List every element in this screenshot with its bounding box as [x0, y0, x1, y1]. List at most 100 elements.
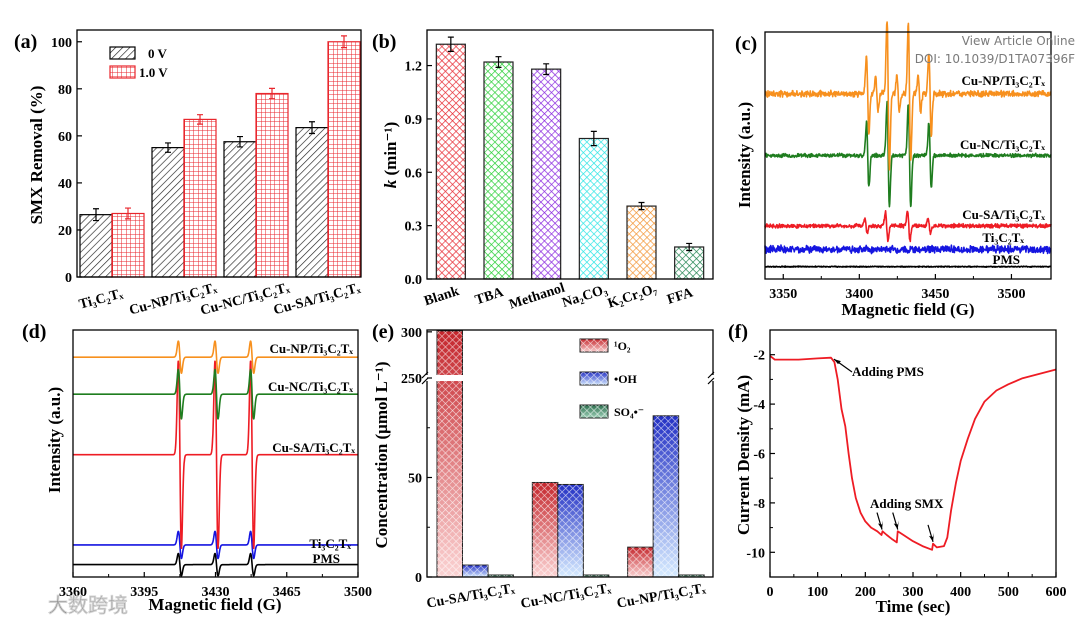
error-bar: [638, 201, 645, 211]
annotation-adding-pms: Adding PMS: [852, 364, 924, 379]
x-tick-label: 400: [950, 585, 971, 600]
panel-label: (d): [22, 321, 46, 343]
y-axis-label-unit: (min⁻¹): [381, 122, 400, 180]
x-category-label: FFA: [665, 285, 695, 308]
legend-swatch: [109, 46, 136, 60]
panel-label: (c): [735, 33, 757, 55]
trace-label: PMS: [993, 252, 1020, 267]
y-tick-label: 20: [58, 224, 72, 239]
x-category-label: TBA: [473, 285, 506, 308]
x-tick-label: 200: [855, 585, 876, 600]
y-axis-label: Current Density (mA): [734, 375, 753, 535]
plot-frame: [426, 329, 714, 578]
bar: [578, 137, 609, 280]
panel-label: (a): [14, 31, 37, 53]
watermark-logo: 大数跨境: [48, 593, 128, 617]
legend-label: SO₄•⁻: [614, 405, 644, 419]
x-axis-label: Magnetic field (G): [148, 595, 281, 614]
y-axis-label: Intensity (a.u.): [735, 102, 754, 208]
panel-c: (c) Cu-NP/Ti₃C₂Tₓ Cu-NC/Ti₃C₂Tₓ Cu-SA/Ti₃C₂…: [735, 21, 1075, 319]
trace-label: PMS: [313, 551, 340, 566]
bar: [652, 415, 680, 578]
y-tick-label: 0: [415, 571, 422, 586]
bar-1v: [183, 118, 217, 278]
bar: [626, 205, 657, 280]
bar-1v: [255, 92, 289, 278]
panel-f: (f) -2 -4 -6 -8 -10 0 100 200 300 400 500 600 Time (s…: [728, 321, 1067, 616]
x-axis-label: Time (sec): [876, 597, 951, 616]
x-category-label: Cu-NC/Ti₃C₂Tₓ: [520, 581, 614, 612]
axis-break-mark: [421, 371, 429, 385]
error-bar: [447, 36, 454, 52]
error-bar: [125, 207, 131, 220]
legend-label: 0 V: [148, 46, 168, 61]
bar: [436, 330, 463, 578]
spectrum-line: [72, 552, 359, 577]
bar-1v: [327, 41, 361, 278]
spectrum-line: [764, 21, 1052, 171]
bar-1v: [111, 212, 145, 278]
y-tick-label: 80: [58, 83, 72, 98]
bar-0v: [79, 214, 113, 278]
y-tick-label: 1.2: [405, 60, 423, 75]
x-category-label: Na₂CO₃: [560, 282, 609, 311]
y-tick-label: 0.3: [405, 220, 423, 235]
y-tick-label: 0.6: [405, 166, 423, 181]
annotation-adding-smx: Adding SMX: [870, 496, 944, 511]
error-bar: [686, 242, 693, 252]
plot-frame: [76, 29, 362, 278]
x-category-label: Cu-NP/Ti₃C₂Tₓ: [616, 581, 708, 612]
doi-text: DOI: 10.1039/D1TA07396F: [915, 52, 1075, 66]
error-bar: [269, 87, 275, 100]
x-tick-label: 100: [807, 585, 828, 600]
y-tick-label: 60: [58, 130, 72, 145]
x-category-label: Ti₃C₂Tₓ: [78, 286, 126, 312]
x-tick-label: 3350: [769, 287, 797, 302]
x-axis-label: Magnetic field (G): [841, 300, 974, 319]
spectrum-line: [764, 244, 1052, 255]
x-tick-label: 3465: [273, 585, 301, 600]
x-tick-label: 3500: [997, 287, 1025, 302]
y-axis-label: k (min⁻¹): [381, 122, 400, 188]
y-tick-label: -2: [753, 349, 765, 364]
y-tick-label: 100: [51, 36, 72, 51]
y-tick-label: 40: [58, 177, 72, 192]
spectrum-line: [764, 210, 1052, 243]
bar-0v: [151, 147, 185, 278]
x-category-label: Blank: [422, 284, 461, 309]
x-tick-label: 300: [903, 585, 924, 600]
arrowhead-icon: [893, 520, 899, 530]
spectrum-line: [764, 100, 1052, 208]
trace-label: Cu-SA/Ti₃C₂Tₓ: [962, 207, 1045, 222]
view-article-online-link[interactable]: View Article Online: [962, 34, 1075, 48]
x-category-label: Methanol: [507, 281, 566, 313]
x-tick-label: 3395: [130, 585, 158, 600]
x-tick-label: 3450: [921, 287, 949, 302]
error-bar: [309, 121, 315, 135]
current-density-line: [769, 355, 1057, 551]
y-axis-label-k: k: [381, 179, 400, 188]
legend-label: ¹O₂: [614, 339, 631, 353]
panel-label: (e): [372, 321, 394, 343]
arrowhead-icon: [833, 359, 841, 365]
y-tick-label: 50: [408, 472, 422, 487]
spectrum-line: [764, 265, 1052, 269]
y-axis-label: Intensity (a.u.): [45, 387, 64, 493]
x-tick-label: 3360: [59, 585, 87, 600]
plot-frame: [764, 31, 1052, 280]
x-tick-label: 3500: [344, 585, 372, 600]
panel-label: (f): [728, 321, 748, 343]
x-tick-label: 3400: [845, 287, 873, 302]
spectrum-line: [72, 340, 359, 375]
error-bar: [590, 130, 597, 147]
error-bar: [237, 135, 243, 148]
trace-label: Cu-NC/Ti₃C₂Tₓ: [268, 379, 353, 394]
error-bar: [543, 63, 550, 76]
y-tick-label: 0.9: [405, 113, 423, 128]
bar: [627, 546, 654, 578]
y-tick-label: -4: [753, 398, 765, 413]
x-tick-label: 0: [767, 585, 774, 600]
x-category-label: Cu-SA/Ti₃C₂Tₓ: [425, 581, 516, 611]
